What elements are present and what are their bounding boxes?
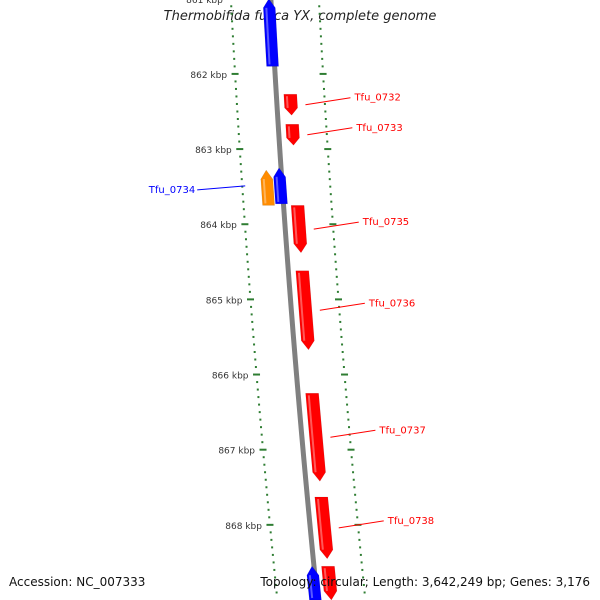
gene-label[interactable]: Tfu_0735 [362, 217, 409, 228]
scale-label: 861 kbp [186, 0, 223, 6]
gene-highlight [275, 176, 280, 203]
scale-label: 868 kbp [225, 522, 262, 532]
gene-label-leader [307, 127, 353, 136]
gene-highlight [323, 568, 328, 592]
gene-highlight [293, 207, 298, 244]
gene-label-leader [197, 185, 246, 191]
scale-label: 867 kbp [218, 447, 255, 457]
scale-label: 866 kbp [212, 372, 249, 382]
gene-highlight [287, 126, 291, 139]
scale-label: 862 kbp [190, 71, 227, 81]
genome-backbone [268, 0, 320, 600]
gene-highlight [297, 272, 306, 341]
gene-arrow[interactable] [290, 205, 308, 254]
gene-highlight [308, 575, 314, 599]
gene-label[interactable]: Tfu_0732 [353, 93, 400, 104]
accession-label: Accession: NC_007333 [9, 575, 146, 589]
scale-label: 865 kbp [206, 296, 243, 306]
gene-arrow[interactable] [273, 167, 288, 205]
gene-label-leader [313, 221, 359, 230]
gene-highlight [285, 96, 289, 108]
gene-label-leader [338, 520, 384, 529]
gene-label[interactable]: Tfu_0736 [368, 298, 415, 309]
genome-stats: Topology: circular; Length: 3,642,249 bp… [260, 575, 590, 589]
scale-label: 863 kbp [195, 146, 232, 156]
gene-label[interactable]: Tfu_0737 [378, 425, 425, 436]
gene-label-leader [305, 97, 351, 106]
gene-highlight [317, 498, 324, 550]
gene-label-leader [319, 302, 365, 311]
gene-features [260, 0, 338, 600]
gene-arrow[interactable] [263, 0, 279, 67]
scale-ticks-outer [230, 5, 278, 594]
gene-arrow[interactable] [260, 169, 275, 206]
gene-arrow[interactable] [285, 124, 300, 146]
gene-highlight [262, 179, 267, 204]
gene-highlight [307, 395, 317, 473]
gene-arrow[interactable] [321, 565, 338, 600]
scale-labels: 861 kbp 862 kbp 863 kbp 864 kbp 865 kbp 866 k… [186, 0, 262, 532]
gene-arrow[interactable] [306, 565, 322, 600]
gene-label[interactable]: Tfu_0738 [387, 516, 434, 527]
scale-label: 864 kbp [200, 221, 237, 231]
gene-label-leader [330, 429, 376, 438]
gene-arrow[interactable] [314, 496, 334, 560]
gene-labels: Tfu_0732 Tfu_0733 Tfu_0734 Tfu_0735 Tfu_0736… [148, 93, 434, 529]
gene-arrow[interactable] [295, 270, 315, 351]
genome-title: Thermobifida fusca YX, complete genome [163, 9, 437, 24]
gene-highlight [265, 7, 271, 65]
gene-label[interactable]: Tfu_0733 [355, 123, 402, 134]
gene-label[interactable]: Tfu_0734 [148, 185, 195, 196]
gene-arrow[interactable] [283, 93, 298, 116]
gene-arrow[interactable] [305, 393, 326, 482]
